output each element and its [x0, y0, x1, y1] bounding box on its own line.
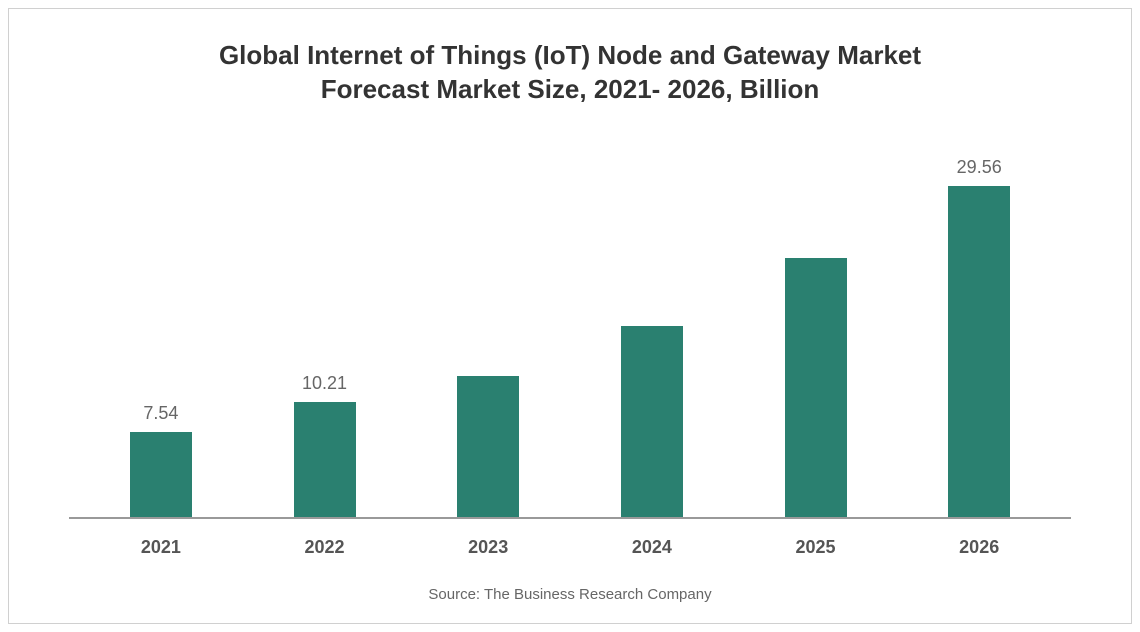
bar: [294, 402, 356, 517]
bar-value-label: 10.21: [302, 373, 347, 394]
source-text: Source: The Business Research Company: [69, 586, 1071, 603]
bar-group: 10.21: [243, 157, 407, 517]
bar: [130, 432, 192, 517]
x-axis-label: 2024: [570, 537, 734, 558]
bar-value-label: 29.56: [957, 157, 1002, 178]
x-axis-label: 2021: [79, 537, 243, 558]
chart-title-line2: Forecast Market Size, 2021- 2026, Billio…: [69, 73, 1071, 107]
bar-group: [570, 157, 734, 517]
bar-group: [406, 157, 570, 517]
x-axis-label: 2025: [734, 537, 898, 558]
bars-region: 7.54 10.21 29.56: [69, 157, 1071, 519]
x-axis-label: 2026: [897, 537, 1061, 558]
chart-container: Global Internet of Things (IoT) Node and…: [8, 8, 1132, 624]
x-axis-label: 2023: [406, 537, 570, 558]
bar: [621, 326, 683, 517]
bar: [457, 376, 519, 517]
bar-value-label: 7.54: [143, 403, 178, 424]
bar: [948, 186, 1010, 517]
plot-area: 7.54 10.21 29.56 202120222023202420252026: [69, 157, 1071, 558]
x-axis-label: 2022: [243, 537, 407, 558]
bar-group: [734, 157, 898, 517]
bar: [785, 258, 847, 517]
bar-group: 7.54: [79, 157, 243, 517]
bar-group: 29.56: [897, 157, 1061, 517]
chart-title: Global Internet of Things (IoT) Node and…: [69, 39, 1071, 107]
x-axis: 202120222023202420252026: [69, 519, 1071, 558]
chart-title-line1: Global Internet of Things (IoT) Node and…: [69, 39, 1071, 73]
